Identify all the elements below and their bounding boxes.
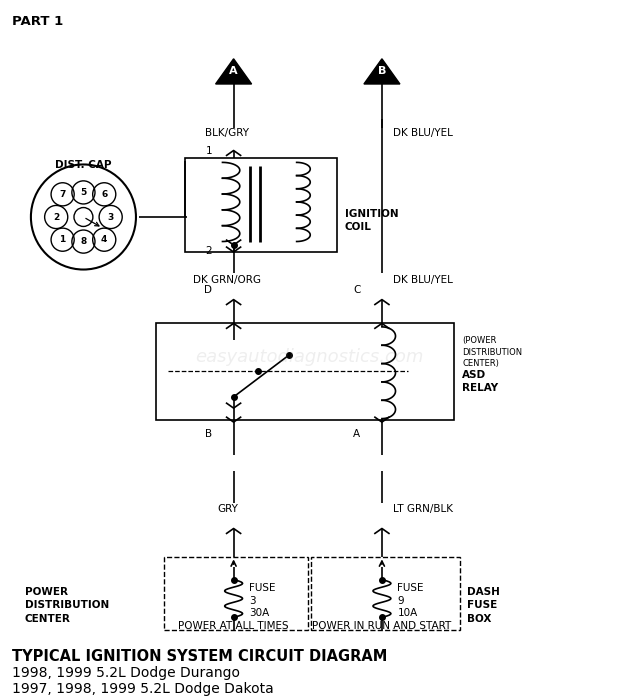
- Bar: [185, 158, 337, 252]
- Text: DK BLU/YEL: DK BLU/YEL: [393, 275, 453, 285]
- Text: ASD
RELAY: ASD RELAY: [462, 370, 498, 393]
- Bar: [164, 556, 308, 630]
- Text: B: B: [205, 429, 212, 439]
- Text: 1: 1: [59, 235, 66, 244]
- Text: 8: 8: [80, 237, 87, 246]
- Text: 4: 4: [101, 235, 108, 244]
- Polygon shape: [216, 59, 252, 84]
- Text: easyautodiagnostics.com: easyautodiagnostics.com: [195, 348, 423, 366]
- Text: TYPICAL IGNITION SYSTEM CIRCUIT DIAGRAM: TYPICAL IGNITION SYSTEM CIRCUIT DIAGRAM: [12, 649, 387, 664]
- Text: POWER IN RUN AND START: POWER IN RUN AND START: [312, 622, 452, 631]
- Text: DIST. CAP: DIST. CAP: [55, 160, 112, 169]
- Text: A: A: [353, 429, 360, 439]
- Text: POWER
DISTRIBUTION
CENTER: POWER DISTRIBUTION CENTER: [25, 587, 109, 624]
- Text: LT GRN/BLK: LT GRN/BLK: [393, 504, 453, 514]
- Text: DASH
FUSE
BOX: DASH FUSE BOX: [467, 587, 499, 624]
- Text: D: D: [204, 285, 212, 295]
- Text: 1998, 1999 5.2L Dodge Durango: 1998, 1999 5.2L Dodge Durango: [12, 666, 240, 680]
- Text: 2: 2: [53, 213, 59, 221]
- Text: 7: 7: [59, 190, 66, 199]
- Text: IGNITION
COIL: IGNITION COIL: [345, 209, 399, 232]
- Polygon shape: [364, 59, 400, 84]
- Text: GRY: GRY: [217, 504, 238, 514]
- Bar: [311, 556, 460, 630]
- Text: BLK/GRY: BLK/GRY: [205, 128, 250, 138]
- Text: 1: 1: [205, 146, 212, 155]
- Text: FUSE
9
10A: FUSE 9 10A: [397, 583, 424, 618]
- Text: 5: 5: [80, 188, 87, 197]
- Text: 3: 3: [108, 213, 114, 221]
- Text: 1997, 1998, 1999 5.2L Dodge Dakota: 1997, 1998, 1999 5.2L Dodge Dakota: [12, 682, 274, 696]
- Text: A: A: [229, 66, 238, 76]
- Text: FUSE
3
30A: FUSE 3 30A: [249, 583, 276, 618]
- Text: C: C: [353, 285, 360, 295]
- Bar: [156, 323, 454, 420]
- Text: B: B: [378, 66, 386, 76]
- Text: 2: 2: [205, 246, 212, 256]
- Text: (POWER
DISTRIBUTION
CENTER): (POWER DISTRIBUTION CENTER): [462, 337, 522, 368]
- Text: DK BLU/YEL: DK BLU/YEL: [393, 128, 453, 138]
- Text: POWER AT ALL TIMES: POWER AT ALL TIMES: [178, 622, 289, 631]
- Text: DK GRN/ORG: DK GRN/ORG: [193, 275, 261, 285]
- Text: 6: 6: [101, 190, 108, 199]
- Text: PART 1: PART 1: [12, 15, 64, 28]
